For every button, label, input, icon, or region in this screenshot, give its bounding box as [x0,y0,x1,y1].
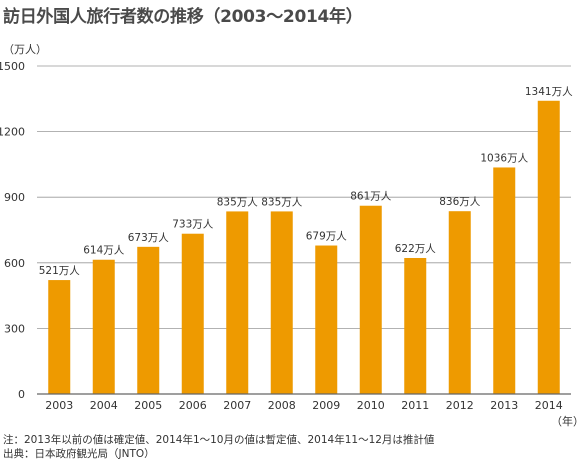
x-tick-label: 2004 [90,399,118,412]
bar [270,211,293,394]
data-label: 679万人 [306,231,348,243]
y-tick-label: 600 [4,257,25,270]
data-label: 1036万人 [480,152,528,164]
bar [181,233,204,394]
y-tick-label: 900 [4,191,25,204]
bar [404,257,427,394]
y-axis-unit: （万人） [3,43,47,56]
y-tick-label: 0 [18,388,25,401]
bar [493,167,516,394]
data-label: 836万人 [439,196,481,208]
x-tick-label: 2011 [401,399,429,412]
bar [315,245,338,394]
data-label: 861万人 [350,191,392,203]
x-tick-label: 2005 [134,399,162,412]
data-label: 835万人 [261,196,303,208]
data-label: 614万人 [83,245,125,257]
chart-title: 訪日外国人旅行者数の推移（2003〜2014年） [3,7,363,27]
bar [226,211,249,394]
data-label: 521万人 [39,265,81,277]
bar [92,259,115,394]
x-tick-label: 2014 [535,399,563,412]
data-label: 733万人 [172,219,214,231]
source-note: 出典：日本政府観光局（JNTO） [3,448,155,460]
x-tick-label: 2003 [45,399,73,412]
bar [137,246,160,394]
data-label: 1341万人 [525,86,573,98]
x-tick-label: 2008 [268,399,296,412]
bar-chart: 0 300 600 900 1200 1500 521万人 2003 614万人 2004 673万… [0,60,573,412]
bar [537,100,560,394]
y-tick-label: 300 [4,322,25,335]
x-tick-label: 2007 [223,399,251,412]
x-tick-label: 2012 [446,399,474,412]
x-tick-label: 2009 [312,399,340,412]
bar [48,280,71,394]
y-tick-label: 1200 [0,126,25,139]
data-label: 673万人 [128,232,170,244]
bar [448,211,471,394]
data-label: 835万人 [217,196,259,208]
data-label: 622万人 [395,243,437,255]
x-tick-label: 2013 [490,399,518,412]
y-tick-label: 1500 [0,60,25,73]
x-tick-label: 2010 [357,399,385,412]
x-axis-unit: （年） [551,415,584,428]
footnote: 注：2013年以前の値は確定値、2014年1〜10月の値は暫定値、2014年11… [3,434,435,446]
bar [359,205,382,394]
x-tick-label: 2006 [179,399,207,412]
